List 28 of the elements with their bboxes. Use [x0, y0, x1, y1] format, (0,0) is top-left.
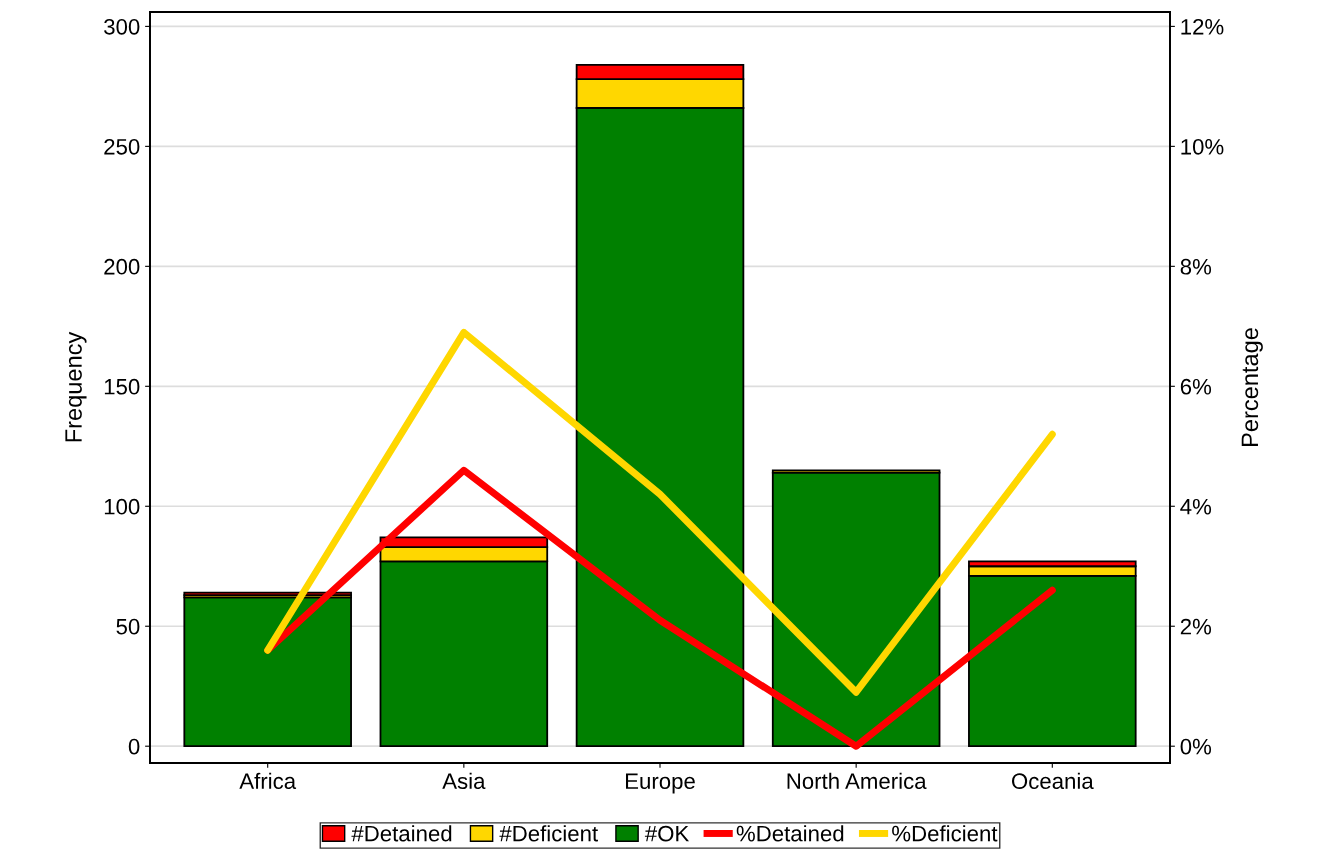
y2-tick-label: 8%	[1180, 258, 1212, 275]
y-tick-label: 300	[104, 18, 140, 35]
y-tick-label: 200	[104, 258, 140, 275]
x-tick-label: Asia	[442, 772, 486, 790]
bar	[183, 596, 352, 748]
x-tick-label: Europe	[626, 773, 695, 794]
y2-tick-label: 4%	[1180, 498, 1212, 515]
y2-tick-label: 10%	[1181, 138, 1224, 155]
y-tick-label: 0	[128, 738, 140, 755]
y2-tick-label: 0%	[1180, 738, 1212, 755]
bar	[771, 471, 941, 748]
y2-tick-label: 12%	[1181, 18, 1224, 35]
legend-label: %Deficient	[892, 825, 998, 842]
y-tick-label: 150	[104, 378, 140, 395]
legend-label: %Detained	[736, 825, 844, 842]
y-axis-title: Frequency	[65, 331, 87, 442]
legend-label: #Deficient	[499, 825, 598, 842]
legend-label: #OK	[644, 825, 690, 842]
x-tick-label: Africa	[239, 772, 297, 790]
y2-tick-label: 6%	[1180, 378, 1212, 395]
y2-tick-label: 2%	[1180, 618, 1212, 635]
y-tick-label: 100	[104, 498, 140, 515]
y-tick-label: 250	[104, 138, 140, 155]
x-tick-label: Oceania	[1011, 772, 1094, 790]
x-tick-label: North America	[787, 772, 927, 790]
legend-label: #Detained	[351, 825, 452, 842]
y-tick-label: 50	[116, 618, 140, 635]
y2-axis-title: Percentage	[1241, 328, 1263, 446]
